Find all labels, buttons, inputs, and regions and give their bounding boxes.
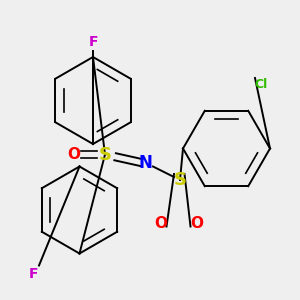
Text: N: N [139,154,152,172]
Text: Cl: Cl [254,77,268,91]
Text: S: S [173,171,187,189]
Text: O: O [190,216,203,231]
Text: O: O [154,216,167,231]
Text: F: F [28,268,38,281]
Text: S: S [98,146,112,164]
Text: O: O [67,147,80,162]
Text: F: F [88,35,98,49]
